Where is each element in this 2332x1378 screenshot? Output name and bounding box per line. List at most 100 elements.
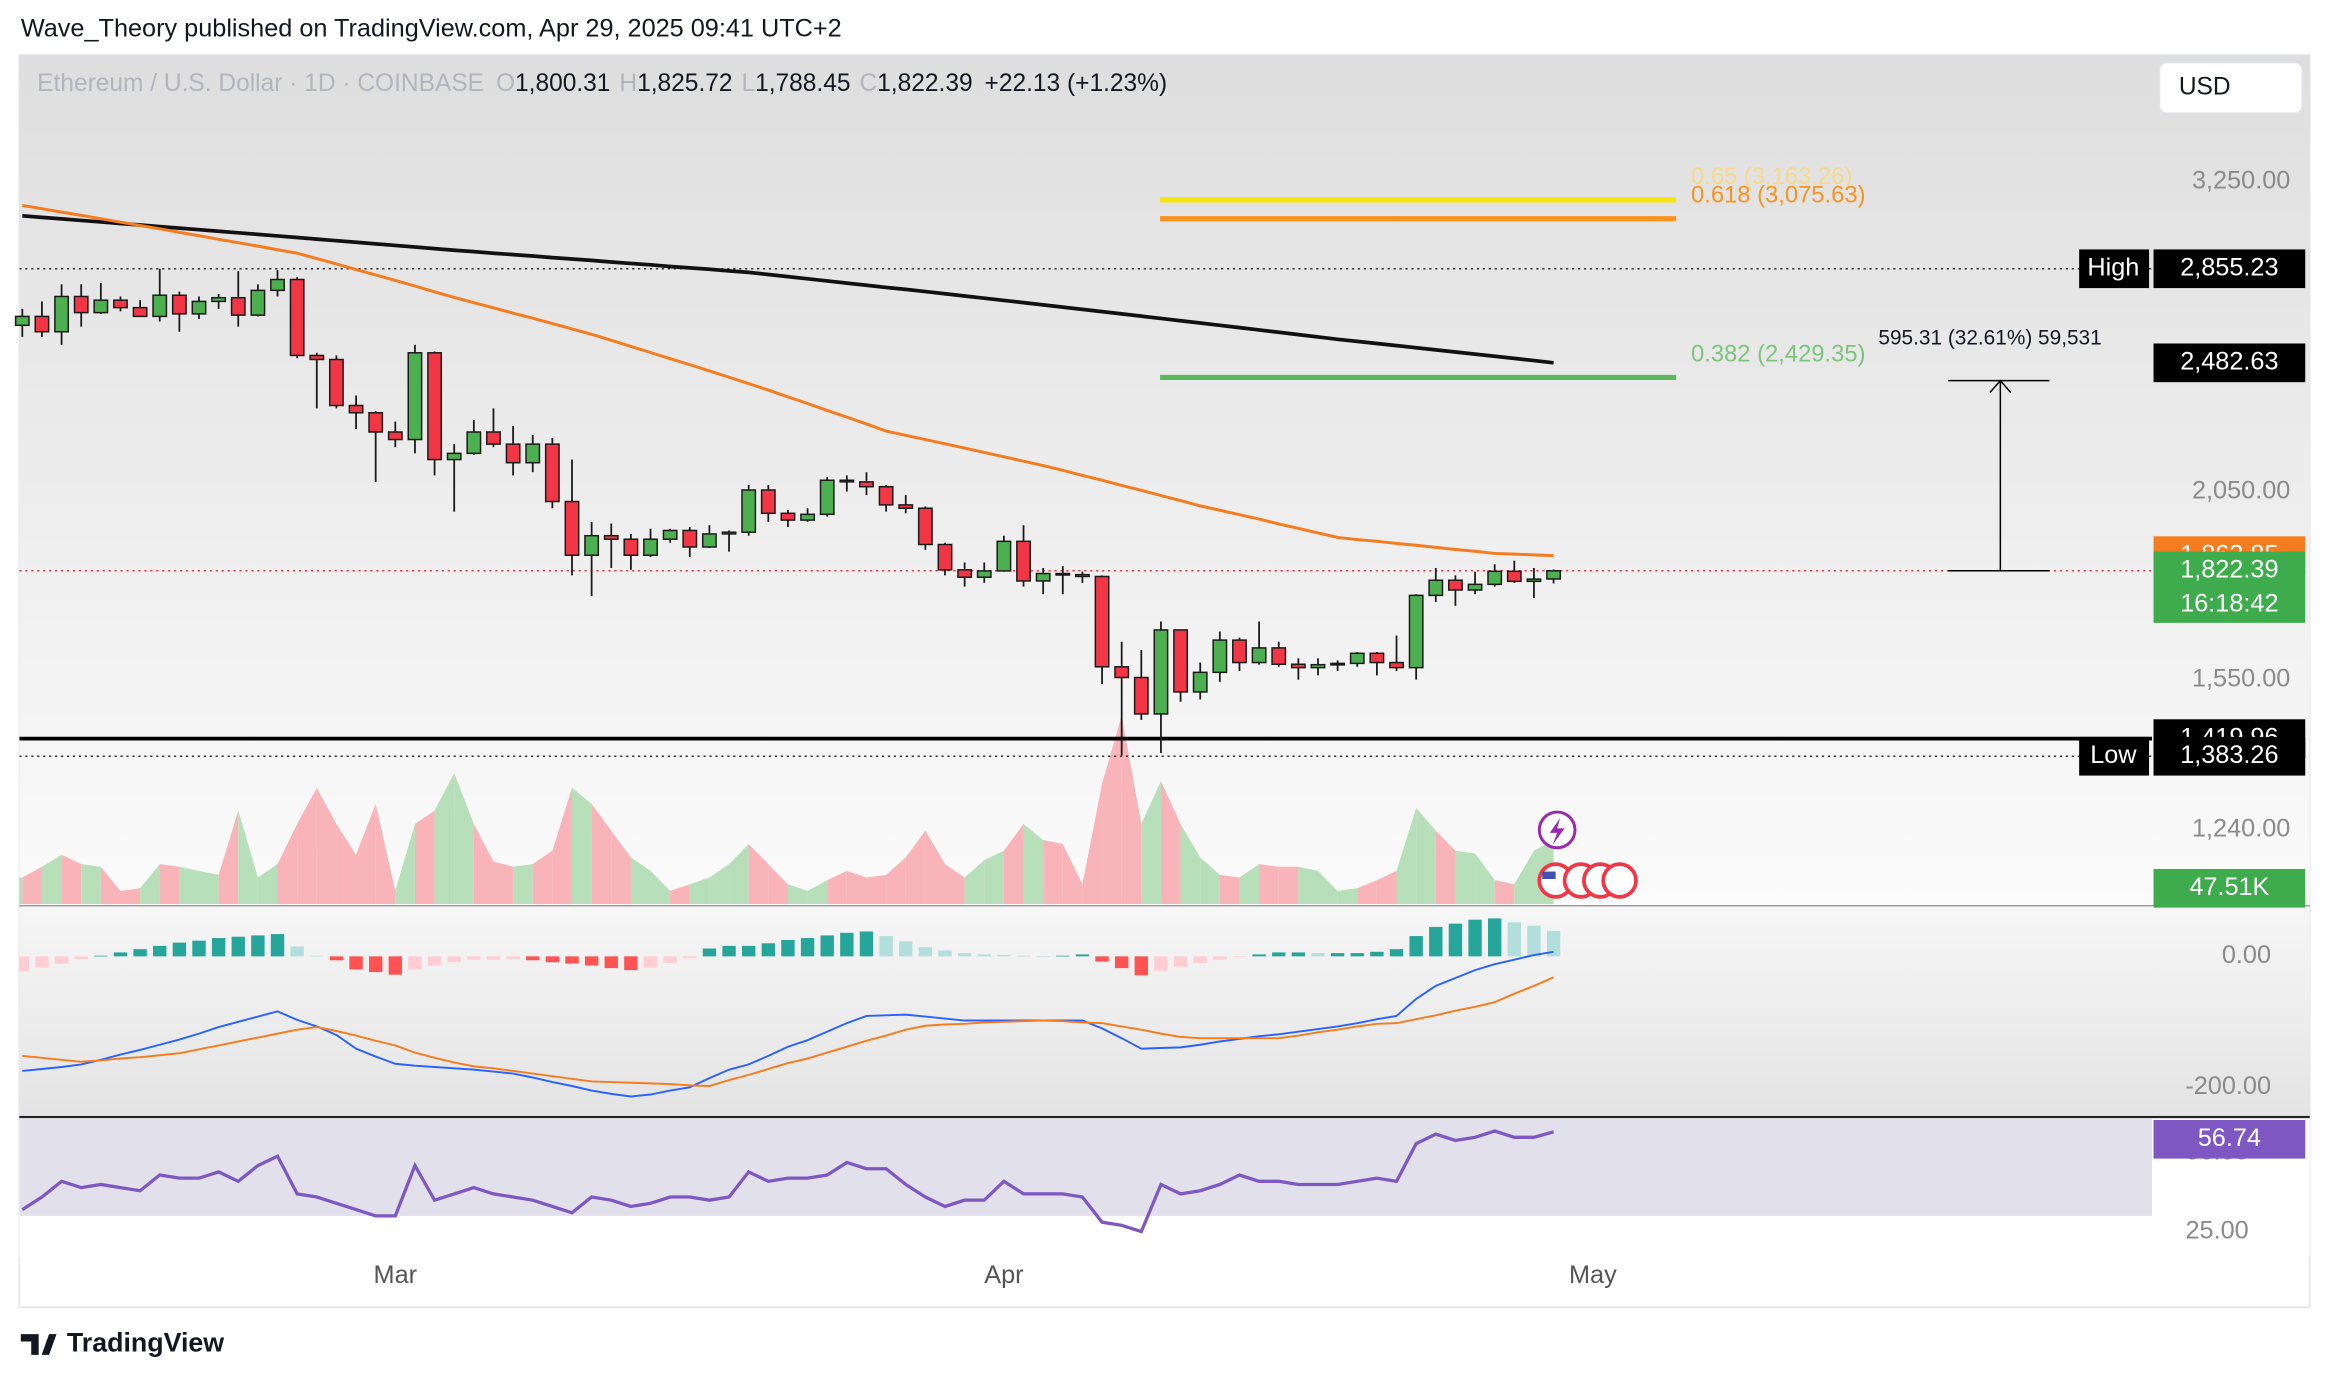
candle-body bbox=[564, 500, 580, 556]
volume-area bbox=[454, 773, 474, 905]
macd-bar bbox=[153, 945, 167, 957]
badge-label: 56.74 bbox=[2198, 1124, 2261, 1152]
candle-body bbox=[839, 479, 855, 483]
macd-bar bbox=[859, 931, 874, 957]
volume-area bbox=[1160, 781, 1181, 905]
volume-area bbox=[630, 857, 651, 905]
macd-bar bbox=[722, 945, 736, 957]
macd-pane bbox=[19, 907, 2310, 1116]
macd-bar bbox=[1389, 949, 1404, 957]
volume-area bbox=[1062, 844, 1083, 905]
macd-bar bbox=[172, 942, 187, 957]
macd-bar bbox=[1468, 919, 1482, 957]
candle-body bbox=[957, 569, 973, 578]
price-pane bbox=[19, 55, 2310, 905]
volume-area bbox=[729, 844, 749, 905]
candle-body bbox=[387, 431, 403, 441]
candle-body bbox=[466, 431, 482, 455]
macd-bar bbox=[427, 956, 442, 966]
candle-body bbox=[1369, 652, 1385, 664]
volume-area bbox=[1298, 866, 1318, 905]
currency[interactable]: USD bbox=[2179, 73, 2231, 100]
volume-area bbox=[140, 864, 160, 905]
candle-body bbox=[446, 452, 462, 461]
volume-area bbox=[19, 877, 23, 905]
candle-body bbox=[73, 295, 89, 314]
candle-body bbox=[1094, 575, 1110, 668]
macd-bar bbox=[624, 956, 638, 971]
candle-body bbox=[1271, 647, 1287, 665]
x-tick-label: Apr bbox=[984, 1261, 1023, 1289]
event-icons bbox=[1537, 810, 1638, 899]
macd-bar bbox=[820, 935, 834, 957]
macd-bar bbox=[1114, 956, 1129, 969]
volume-area bbox=[807, 880, 828, 905]
volume-area bbox=[1357, 880, 1377, 905]
volume-area bbox=[316, 787, 337, 905]
levels: 0.65 (3,163.26)0.618 (3,075.63) 0.382 (2,… bbox=[19, 163, 2153, 757]
macd-bar bbox=[1036, 956, 1050, 958]
macd-bar bbox=[1016, 955, 1031, 957]
macd-bar bbox=[643, 956, 658, 968]
macd-bar bbox=[447, 956, 461, 963]
ohlc-key: O bbox=[496, 70, 515, 97]
ohlc-value: 1,825.72 bbox=[637, 70, 732, 97]
volume-area bbox=[611, 830, 631, 905]
volume-area bbox=[905, 830, 926, 905]
candle-body bbox=[14, 315, 30, 327]
ohlc-key: C bbox=[859, 70, 877, 97]
candle-body bbox=[54, 295, 70, 333]
volume-area bbox=[964, 860, 985, 905]
macd-bar bbox=[565, 956, 579, 964]
candle-body bbox=[427, 352, 443, 461]
macd-bar bbox=[1429, 926, 1443, 957]
volume-area bbox=[1376, 870, 1397, 905]
logo bbox=[20, 1334, 57, 1355]
macd-bar bbox=[918, 947, 933, 957]
macd-bar bbox=[1056, 955, 1070, 957]
macd-bar bbox=[329, 956, 344, 961]
macd-bar bbox=[113, 952, 128, 957]
volume-area bbox=[787, 884, 808, 905]
volume-area bbox=[81, 864, 101, 905]
badge-tag-label: Low bbox=[2090, 741, 2137, 769]
macd-bar bbox=[1134, 956, 1149, 976]
volume-area bbox=[297, 787, 317, 905]
candle-body bbox=[976, 570, 992, 578]
macd-bar bbox=[545, 956, 560, 963]
volume-area bbox=[198, 870, 219, 905]
fib-label: 0.65 (3,163.26) bbox=[1691, 163, 1852, 190]
x-tick-label: May bbox=[1569, 1261, 1617, 1289]
macd-bar bbox=[133, 949, 147, 957]
macd-bar bbox=[506, 956, 520, 959]
candle-body bbox=[309, 354, 325, 361]
macd-bar bbox=[1213, 956, 1227, 960]
macd-bar bbox=[1252, 954, 1266, 957]
volume-area bbox=[1141, 781, 1161, 905]
volume-area bbox=[1337, 888, 1358, 905]
candle-body bbox=[407, 352, 423, 441]
volume-area bbox=[886, 857, 906, 905]
price-badge bbox=[2153, 249, 2306, 289]
candle-body bbox=[191, 300, 207, 315]
macd-bar bbox=[957, 953, 972, 957]
volume-area bbox=[846, 870, 867, 905]
volume-area bbox=[1121, 715, 1142, 905]
y-tick-label: 1,240.00 bbox=[2192, 814, 2290, 842]
x-tick-label: Mar bbox=[374, 1261, 418, 1289]
ohlc-value: 1,822.39 bbox=[877, 70, 972, 97]
badges: 2,855.23High2,482.631,863.851,822.3916:1… bbox=[2079, 249, 2306, 1159]
candle-body bbox=[603, 534, 619, 540]
volume-area bbox=[866, 874, 887, 905]
volume-area bbox=[218, 810, 239, 905]
macd-bar bbox=[604, 956, 618, 969]
volume-area bbox=[768, 864, 788, 905]
badge-label: 1,383.26 bbox=[2180, 741, 2278, 769]
currency-button[interactable] bbox=[2158, 61, 2303, 114]
candle-body bbox=[1133, 676, 1149, 715]
macd-bar bbox=[388, 956, 403, 975]
macd-bar bbox=[879, 936, 893, 957]
candle-body bbox=[1428, 579, 1444, 597]
macd-bar bbox=[408, 956, 422, 970]
brand-name: TradingView bbox=[67, 1328, 224, 1358]
